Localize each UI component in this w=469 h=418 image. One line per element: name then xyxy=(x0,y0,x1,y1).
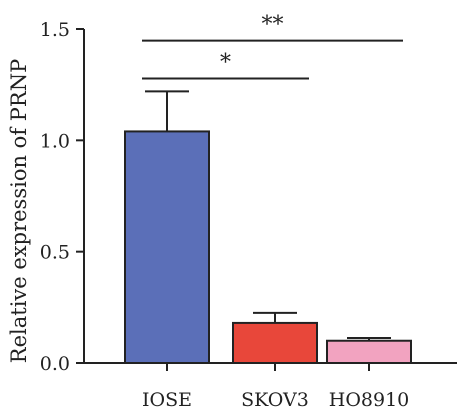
x-category-label: IOSE xyxy=(142,389,192,411)
axes: 0.0 0.5 1.0 1.5 xyxy=(40,19,457,375)
bar-iose xyxy=(124,130,210,364)
y-tick-label: 0.5 xyxy=(40,242,70,264)
significance-label: * xyxy=(220,50,231,75)
significance-label: ** xyxy=(262,13,284,38)
y-tick-label: 1.0 xyxy=(40,130,70,152)
x-category-label: HO8910 xyxy=(329,389,410,411)
x-category-label: SKOV3 xyxy=(241,389,309,411)
y-axis-title: Relative expression of PRNP xyxy=(7,59,31,363)
bar-ho8910 xyxy=(326,339,412,365)
y-tick-label: 1.5 xyxy=(40,19,70,41)
bars: IOSE SKOV3 HO8910 xyxy=(124,90,412,411)
bar-skov3 xyxy=(232,321,318,365)
significance-annotations: *** xyxy=(142,13,403,80)
y-tick-label: 0.0 xyxy=(40,353,70,375)
